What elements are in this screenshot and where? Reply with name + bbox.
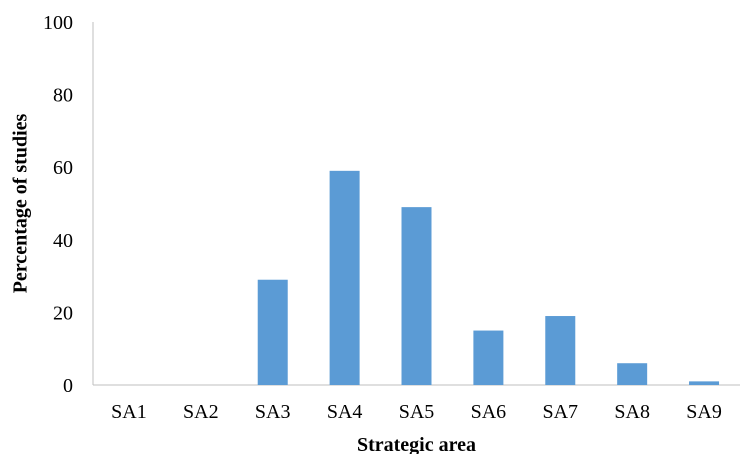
x-tick-label: SA1 bbox=[111, 401, 147, 423]
y-tick-label: 20 bbox=[53, 302, 73, 324]
bar bbox=[257, 279, 288, 385]
x-axis-tick-labels: SA1 SA2 SA3 SA4 SA5 SA6 SA7 SA8 SA9 bbox=[111, 401, 722, 423]
y-axis-tick-labels: 0 20 40 60 80 100 bbox=[43, 12, 73, 397]
bars bbox=[257, 170, 720, 385]
x-tick-label: SA3 bbox=[255, 401, 291, 423]
x-axis-title: Strategic area bbox=[357, 434, 476, 454]
bar bbox=[401, 207, 432, 385]
y-tick-label: 60 bbox=[53, 157, 73, 179]
y-tick-label: 40 bbox=[53, 230, 73, 252]
y-axis-title: Percentage of studies bbox=[10, 113, 32, 293]
bar bbox=[473, 330, 504, 385]
x-tick-label: SA9 bbox=[686, 401, 722, 423]
x-tick-label: SA5 bbox=[399, 401, 435, 423]
bar bbox=[545, 316, 576, 385]
bar bbox=[617, 363, 648, 385]
y-tick-label: 80 bbox=[53, 85, 73, 107]
x-tick-label: SA2 bbox=[183, 401, 219, 423]
x-tick-label: SA6 bbox=[471, 401, 507, 423]
bar bbox=[689, 381, 720, 385]
x-tick-label: SA7 bbox=[542, 401, 578, 423]
bar bbox=[329, 170, 360, 385]
x-tick-label: SA8 bbox=[614, 401, 650, 423]
y-tick-label: 0 bbox=[63, 375, 73, 397]
x-tick-label: SA4 bbox=[327, 401, 363, 423]
y-tick-label: 100 bbox=[43, 12, 73, 34]
